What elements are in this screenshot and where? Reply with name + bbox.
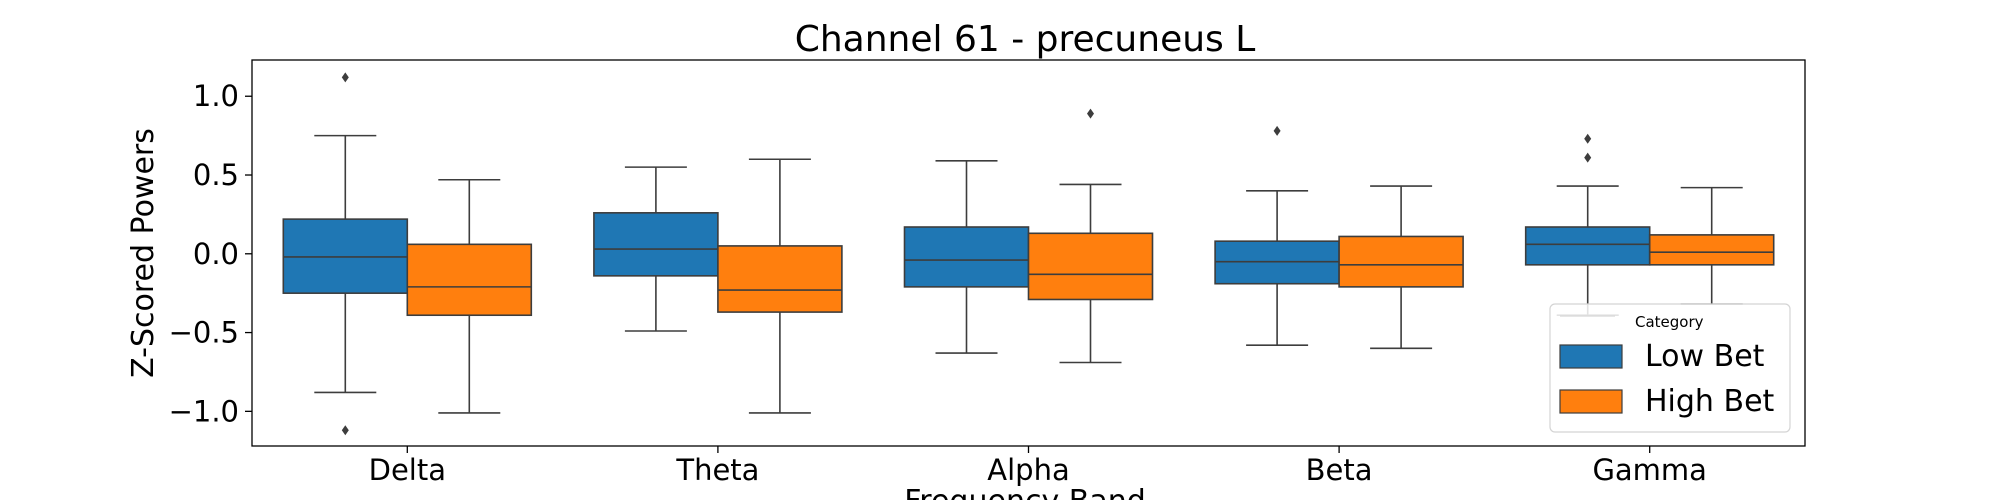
y-tick-label: 0.5 (193, 158, 239, 192)
box-iqr (1648, 234, 1775, 266)
x-tick-label: Delta (369, 453, 446, 487)
legend-item-low-bet[interactable]: Low Bet (1559, 339, 1765, 374)
box-iqr (717, 245, 843, 313)
box-low-bet-beta (1214, 125, 1340, 346)
legend-swatch (1559, 344, 1623, 369)
x-axis-label: Frequency Band (904, 484, 1146, 500)
box-low-bet-delta (282, 72, 409, 436)
box-iqr (1027, 232, 1154, 301)
x-axis: Delta Theta Alpha Beta Gamma (369, 446, 1707, 487)
box-iqr (903, 226, 1030, 288)
legend-item-high-bet[interactable]: High Bet (1559, 384, 1775, 419)
x-tick-label: Beta (1306, 453, 1373, 487)
outlier-point (341, 425, 349, 436)
y-tick-label: 1.0 (193, 79, 239, 113)
y-tick-label: 0.0 (193, 237, 239, 271)
box-high-bet-beta (1338, 185, 1464, 350)
y-axis: 1.0 0.5 0.0 −0.5 −1.0 (169, 79, 252, 428)
outlier-point (1584, 133, 1592, 144)
box-iqr (1338, 235, 1464, 288)
plot-area (251, 59, 1806, 447)
box-high-bet-alpha (1027, 108, 1154, 364)
outlier-point (1584, 152, 1592, 163)
legend-label: Low Bet (1645, 339, 1765, 374)
box-low-bet-gamma (1524, 133, 1651, 317)
y-tick-label: −1.0 (169, 394, 239, 428)
y-axis-label: Z-Scored Powers (126, 128, 161, 378)
box-high-bet-gamma (1648, 186, 1775, 306)
outlier-point (1087, 108, 1094, 119)
chart-title: Channel 61 - precuneus L (795, 19, 1256, 60)
box-high-bet-theta (717, 158, 843, 414)
x-tick-label: Gamma (1592, 453, 1707, 487)
x-tick-label: Alpha (987, 453, 1069, 487)
legend-swatch (1559, 389, 1623, 414)
box-low-bet-theta (593, 166, 719, 332)
x-tick-label: Theta (675, 453, 759, 487)
box-iqr (406, 243, 533, 317)
outlier-point (341, 72, 349, 83)
legend-title: Category (1635, 313, 1704, 331)
box-iqr (593, 212, 719, 277)
box-high-bet-delta (406, 178, 533, 414)
legend[interactable]: Category Low Bet High Bet (1549, 303, 1791, 433)
legend-label: High Bet (1645, 384, 1775, 419)
outlier-point (1273, 125, 1281, 136)
y-tick-label: −0.5 (169, 316, 239, 350)
box-low-bet-alpha (903, 160, 1030, 354)
box-iqr (1524, 226, 1651, 266)
